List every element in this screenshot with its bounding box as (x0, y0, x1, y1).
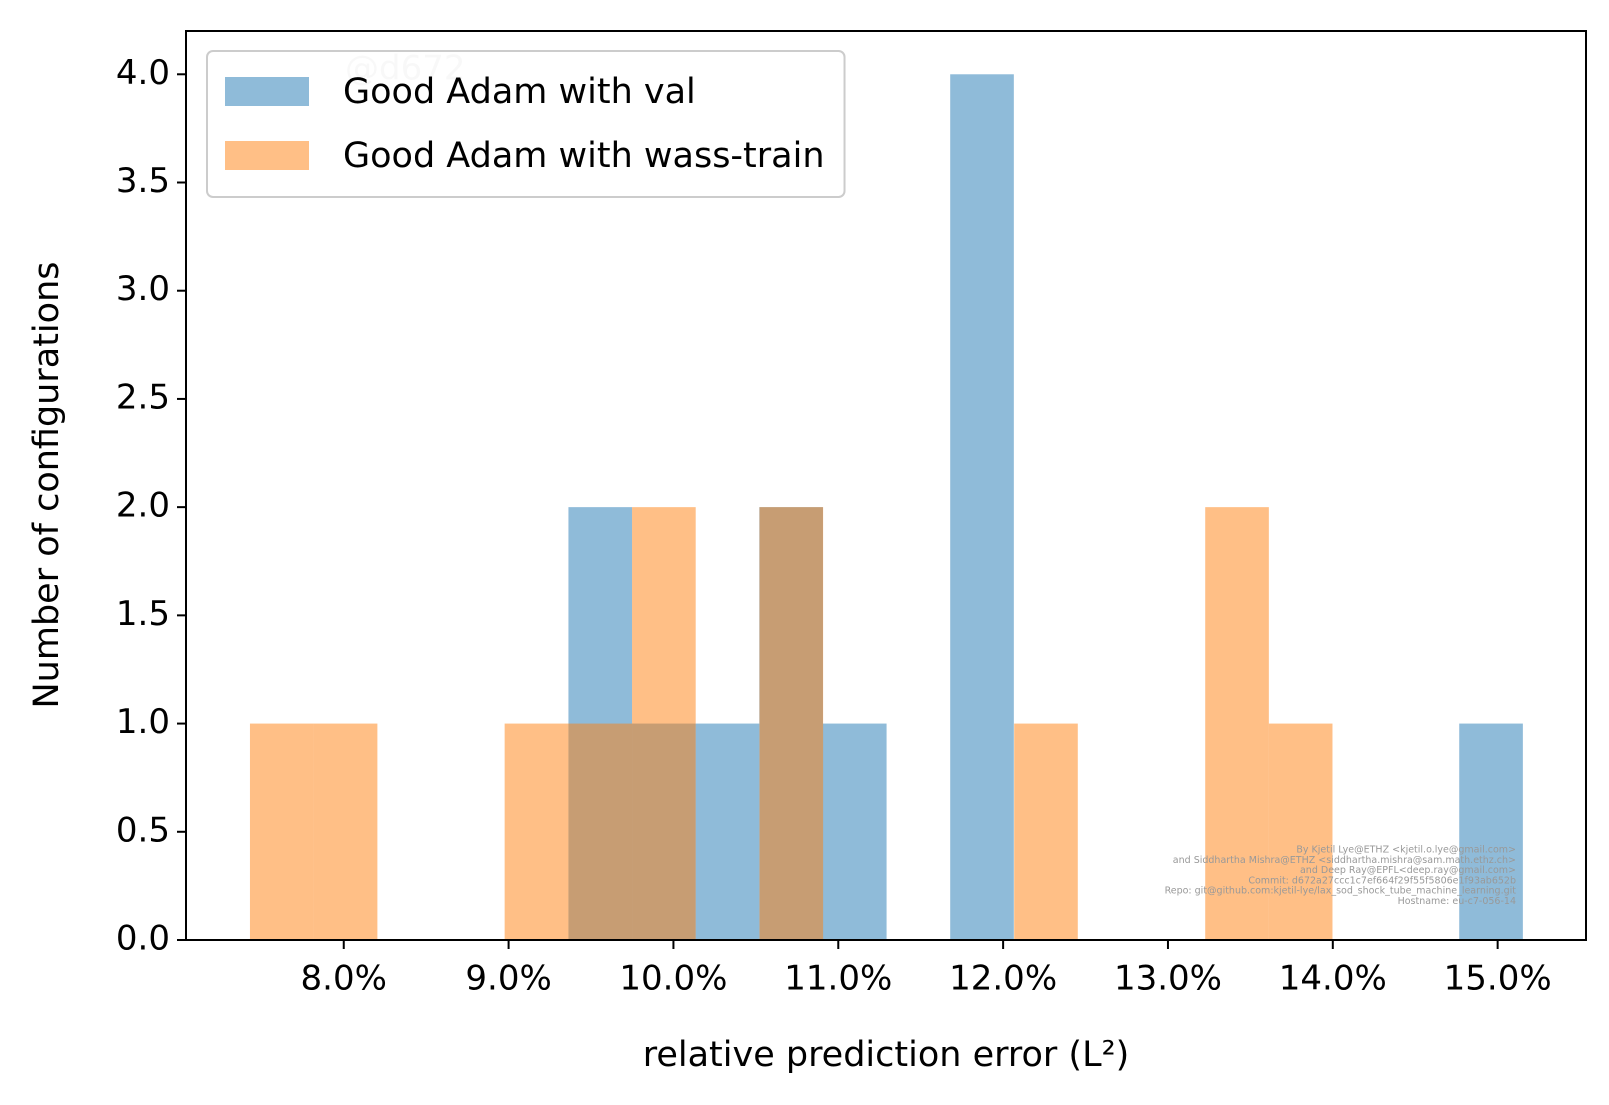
x-tick-label: 9.0% (465, 959, 551, 999)
legend: Good Adam with val Good Adam with wass-tr… (206, 50, 846, 198)
annotation: and Siddhartha Mishra@ETHZ <siddhartha.m… (1173, 855, 1516, 866)
y-tick-label: 3.0 (116, 269, 170, 309)
y-tick-label: 4.0 (116, 53, 170, 93)
y-tick-label: 2.5 (116, 377, 170, 417)
y-tick-label: 2.0 (116, 486, 170, 526)
histogram-bar (568, 723, 633, 940)
annotation: Hostname: eu-c7-056-14 (1398, 896, 1516, 907)
y-tick-label: 0.5 (116, 810, 170, 850)
histogram-bar (313, 723, 378, 940)
histogram-bar (1268, 723, 1333, 940)
x-tick-label: 15.0% (1444, 959, 1552, 999)
plot-frame (185, 30, 1587, 941)
y-tick-label: 1.5 (116, 594, 170, 634)
legend-label: Good Adam with val (343, 72, 696, 112)
legend-box (206, 50, 846, 198)
histogram-bar (504, 723, 569, 940)
legend-label: Good Adam with wass-train (343, 136, 825, 176)
annotation: Commit: d672a27ccc1c7ef664f29f55f5806e1f… (1248, 875, 1516, 886)
histogram-bar (632, 507, 696, 940)
histogram-bar (695, 723, 760, 940)
annotation: and Deep Ray@EPFL<deep.ray@gmail.com> (1300, 865, 1516, 876)
legend-swatch (225, 77, 309, 106)
y-tick-label: 1.0 (116, 702, 170, 742)
histogram-bar (950, 74, 1014, 941)
histogram-bar (822, 723, 887, 940)
x-tick-label: 11.0% (784, 959, 892, 999)
x-tick-label: 14.0% (1279, 959, 1387, 999)
x-tick-label: 10.0% (619, 959, 727, 999)
y-tick-label: 3.5 (116, 161, 170, 201)
histogram-bar (1205, 507, 1269, 940)
x-tick-label: 8.0% (301, 959, 387, 999)
y-axis-label: Number of configurations (27, 262, 67, 709)
legend-swatch (225, 141, 309, 170)
histogram-bar (1014, 723, 1078, 940)
y-tick-label: 0.0 (116, 919, 170, 959)
annotation: By Kjetil Lye@ETHZ <kjetil.o.lye@gmail.c… (1296, 845, 1516, 856)
histogram-bar (759, 507, 824, 940)
x-tick-label: 12.0% (949, 959, 1057, 999)
histogram-bar (249, 723, 314, 940)
histogram-bar (1459, 723, 1523, 940)
annotation: Repo: git@github.com:kjetil-lye/lax_sod_… (1165, 886, 1517, 897)
x-tick-label: 13.0% (1114, 959, 1222, 999)
x-axis-label: relative prediction error (L²) (643, 1035, 1130, 1075)
